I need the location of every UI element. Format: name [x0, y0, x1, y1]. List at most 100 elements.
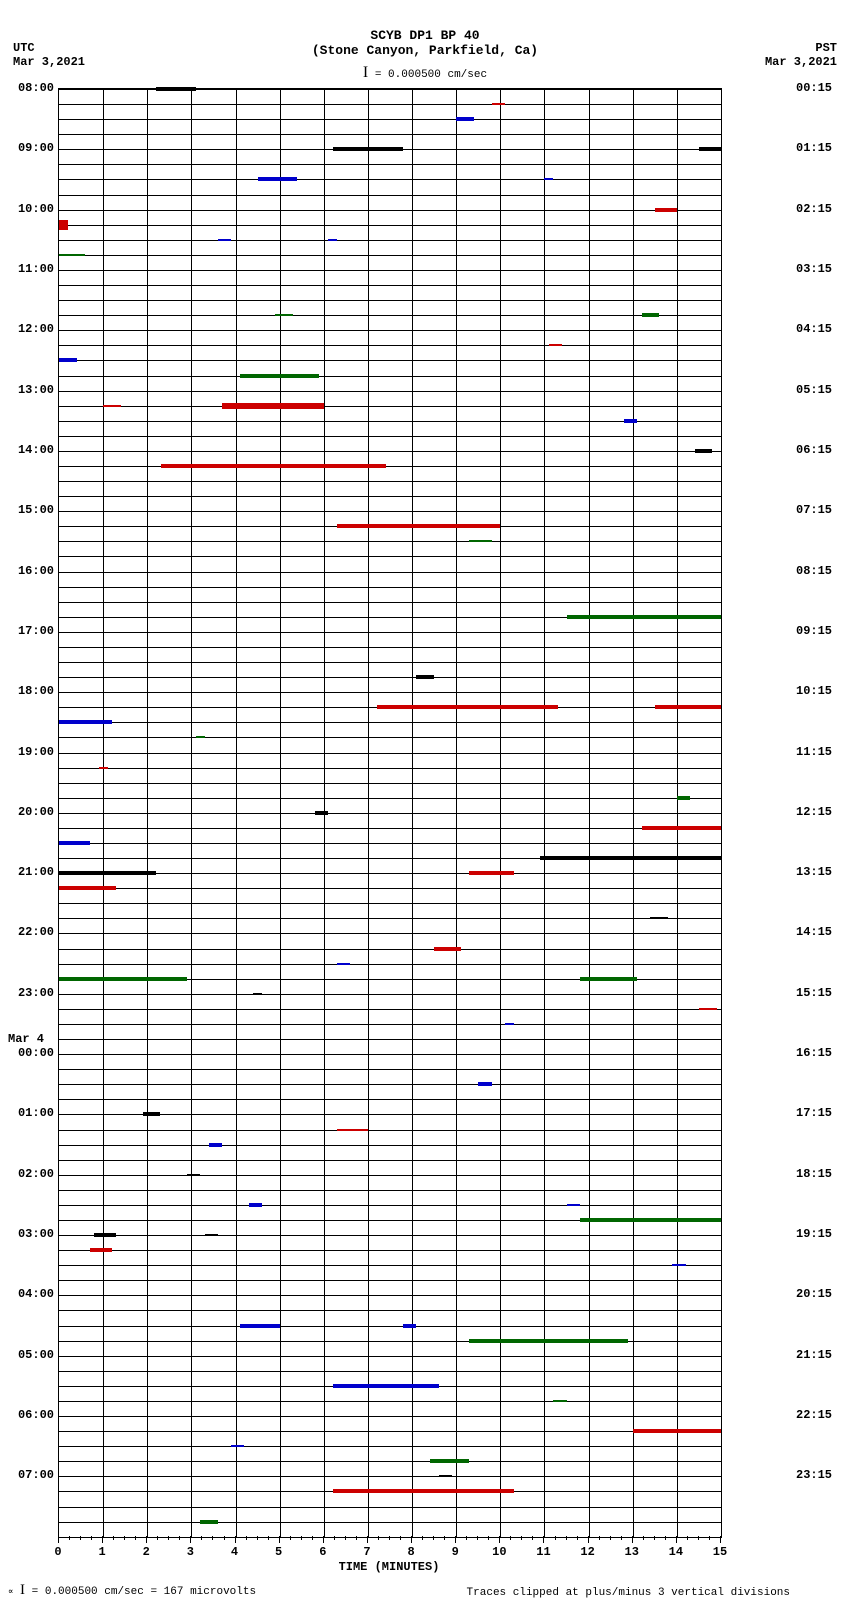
hour-label-left: 17:00	[12, 624, 54, 638]
x-minor-tick	[510, 1536, 511, 1540]
trace-baseline	[59, 1461, 721, 1462]
trace-baseline	[59, 753, 721, 754]
trace-baseline	[59, 722, 721, 723]
signal-segment	[699, 147, 721, 151]
hour-label-left: 23:00	[12, 986, 54, 1000]
signal-segment	[315, 811, 328, 815]
x-minor-tick	[444, 1536, 445, 1540]
hour-label-left: 00:00	[12, 1046, 54, 1060]
x-major-tick	[720, 1536, 721, 1543]
hour-label-right: 07:15	[796, 503, 838, 517]
x-major-tick	[190, 1536, 191, 1543]
hour-label-right: 03:15	[796, 262, 838, 276]
trace-baseline	[59, 1145, 721, 1146]
trace-baseline	[59, 164, 721, 165]
signal-segment	[253, 993, 262, 995]
x-tick-label: 11	[533, 1545, 553, 1559]
hour-label-right: 13:15	[796, 865, 838, 879]
x-minor-tick	[113, 1536, 114, 1540]
signal-segment	[677, 796, 690, 800]
x-major-tick	[543, 1536, 544, 1543]
hour-label-left: 13:00	[12, 383, 54, 397]
signal-segment	[333, 147, 404, 151]
trace-baseline	[59, 451, 721, 452]
trace-baseline	[59, 315, 721, 316]
x-major-tick	[499, 1536, 500, 1543]
signal-segment	[553, 1400, 566, 1402]
signal-segment	[544, 178, 553, 180]
trace-baseline	[59, 1416, 721, 1417]
hour-label-left: 22:00	[12, 925, 54, 939]
trace-baseline	[59, 1160, 721, 1161]
signal-segment	[456, 117, 474, 121]
minute-gridline	[103, 89, 104, 1537]
signal-segment	[492, 103, 505, 105]
x-minor-tick	[621, 1536, 622, 1540]
x-minor-tick	[224, 1536, 225, 1540]
trace-baseline	[59, 903, 721, 904]
x-minor-tick	[466, 1536, 467, 1540]
signal-segment	[231, 1445, 244, 1447]
trace-baseline	[59, 602, 721, 603]
trace-baseline	[59, 783, 721, 784]
trace-baseline	[59, 692, 721, 693]
tz-right-label: PST	[815, 41, 837, 55]
trace-baseline	[59, 843, 721, 844]
trace-baseline	[59, 225, 721, 226]
signal-segment	[633, 1429, 721, 1433]
hour-label-left: 05:00	[12, 1348, 54, 1362]
hour-label-left: 20:00	[12, 805, 54, 819]
trace-baseline	[59, 285, 721, 286]
hour-label-right: 12:15	[796, 805, 838, 819]
hour-label-left: 10:00	[12, 202, 54, 216]
hour-label-right: 06:15	[796, 443, 838, 457]
trace-baseline	[59, 1009, 721, 1010]
hour-label-left: 21:00	[12, 865, 54, 879]
signal-segment	[549, 344, 562, 346]
hour-label-right: 00:15	[796, 81, 838, 95]
x-minor-tick	[168, 1536, 169, 1540]
date-right-label: Mar 3,2021	[765, 55, 837, 69]
minute-gridline	[500, 89, 501, 1537]
signal-segment	[540, 856, 721, 860]
trace-baseline	[59, 195, 721, 196]
date-left-label: Mar 3,2021	[13, 55, 85, 69]
signal-segment	[505, 1023, 514, 1025]
trace-baseline	[59, 677, 721, 678]
x-major-tick	[235, 1536, 236, 1543]
x-tick-label: 7	[357, 1545, 377, 1559]
trace-baseline	[59, 572, 721, 573]
hour-label-left: 06:00	[12, 1408, 54, 1422]
hour-label-left: 09:00	[12, 141, 54, 155]
minute-gridline	[633, 89, 634, 1537]
hour-label-right: 20:15	[796, 1287, 838, 1301]
hour-label-right: 23:15	[796, 1468, 838, 1482]
signal-segment	[567, 615, 721, 619]
signal-segment	[469, 540, 491, 542]
x-minor-tick	[179, 1536, 180, 1540]
signal-segment	[642, 826, 721, 830]
trace-baseline	[59, 255, 721, 256]
trace-baseline	[59, 1205, 721, 1206]
minute-gridline	[147, 89, 148, 1537]
x-minor-tick	[246, 1536, 247, 1540]
trace-baseline	[59, 1235, 721, 1236]
trace-baseline	[59, 933, 721, 934]
signal-segment	[655, 705, 721, 709]
x-minor-tick	[389, 1536, 390, 1540]
trace-baseline	[59, 240, 721, 241]
hour-label-right: 09:15	[796, 624, 838, 638]
footer-left-text: = 0.000500 cm/sec = 167 microvolts	[32, 1586, 256, 1598]
signal-segment	[99, 767, 108, 769]
x-minor-tick	[577, 1536, 578, 1540]
minute-gridline	[280, 89, 281, 1537]
trace-baseline	[59, 179, 721, 180]
signal-segment	[580, 1218, 721, 1222]
signal-segment	[161, 464, 386, 468]
hour-label-right: 21:15	[796, 1348, 838, 1362]
signal-segment	[580, 977, 637, 981]
x-major-tick	[102, 1536, 103, 1543]
hour-label-left: 11:00	[12, 262, 54, 276]
hour-label-left: 15:00	[12, 503, 54, 517]
trace-baseline	[59, 949, 721, 950]
